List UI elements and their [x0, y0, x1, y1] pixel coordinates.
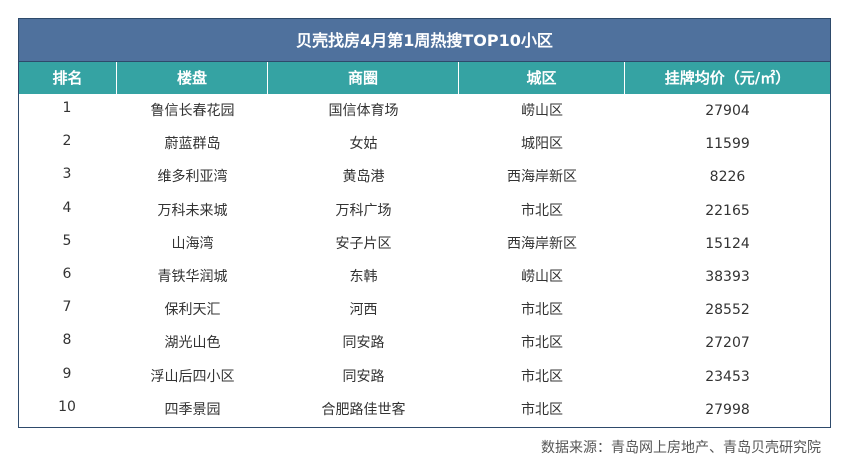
rank-cell: 10	[58, 398, 76, 415]
district-cell: 西海岸新区	[507, 169, 577, 186]
header-business-area: 商圈	[268, 62, 459, 94]
header-price: 挂牌均价（元/㎡）	[664, 69, 791, 87]
district-cell: 城阳区	[521, 136, 563, 153]
table-row: 4 万科未来城 万科广场 市北区 22165	[19, 195, 830, 228]
ranking-table: 贝壳找房4月第1周热搜TOP10小区 排名 楼盘 商圈 城区 挂牌均价（元/㎡）…	[18, 18, 831, 428]
table-row: 2 蔚蓝群岛 女姑 城阳区 11599	[19, 128, 830, 161]
rank-cell: 9	[62, 365, 72, 382]
table-row: 3 维多利亚湾 黄岛港 西海岸新区 8226	[19, 161, 830, 194]
table-body: 1 鲁信长春花园 国信体育场 崂山区 27904 2 蔚蓝群岛 女姑 城阳区 1…	[19, 95, 830, 427]
price-cell: 23453	[705, 368, 750, 385]
header-name: 楼盘	[117, 62, 268, 94]
rank-cell: 1	[62, 100, 72, 116]
name-cell: 保利天汇	[164, 302, 221, 319]
district-cell: 西海岸新区	[507, 235, 577, 252]
business-area-cell: 同安路	[342, 335, 385, 352]
business-area-cell: 女姑	[349, 136, 378, 153]
rank-cell: 4	[62, 199, 72, 216]
district-cell: 崂山区	[521, 268, 563, 285]
rank-cell: 3	[62, 166, 72, 183]
district-cell: 市北区	[521, 368, 563, 385]
table-row: 5 山海湾 安子片区 西海岸新区 15124	[19, 228, 830, 261]
name-cell: 山海湾	[171, 235, 214, 252]
price-cell: 27998	[705, 401, 750, 418]
business-area-cell: 同安路	[342, 368, 385, 385]
price-cell: 11599	[705, 136, 750, 153]
rank-cell: 2	[62, 133, 72, 150]
district-cell: 市北区	[521, 401, 563, 418]
table-title: 贝壳找房4月第1周热搜TOP10小区	[19, 19, 830, 62]
name-cell: 鲁信长春花园	[150, 103, 235, 119]
name-cell: 万科未来城	[157, 202, 228, 219]
table-header-row: 排名 楼盘 商圈 城区 挂牌均价（元/㎡）	[19, 62, 830, 95]
business-area-cell: 东韩	[349, 268, 378, 285]
price-cell: 28552	[705, 302, 750, 319]
name-cell: 青铁华润城	[157, 268, 228, 285]
table-row: 8 湖光山色 同安路 市北区 27207	[19, 327, 830, 360]
rank-cell: 5	[62, 232, 72, 249]
business-area-cell: 合肥路佳世客	[321, 401, 406, 418]
header-district: 城区	[459, 62, 625, 94]
business-area-cell: 黄岛港	[342, 169, 385, 186]
business-area-cell: 国信体育场	[328, 103, 399, 119]
price-cell: 15124	[705, 235, 750, 252]
district-cell: 市北区	[521, 335, 563, 352]
table-row: 7 保利天汇 河西 市北区 28552	[19, 294, 830, 327]
table-row: 9 浮山后四小区 同安路 市北区 23453	[19, 361, 830, 394]
price-cell: 8226	[709, 169, 746, 186]
district-cell: 崂山区	[521, 103, 563, 119]
price-cell: 38393	[705, 268, 750, 285]
name-cell: 浮山后四小区	[150, 368, 235, 385]
business-area-cell: 万科广场	[335, 202, 392, 219]
rank-cell: 6	[62, 265, 72, 282]
price-cell: 27904	[705, 103, 750, 119]
name-cell: 四季景园	[164, 401, 221, 418]
price-cell: 27207	[705, 335, 750, 352]
table-row: 10 四季景园 合肥路佳世客 市北区 27998	[19, 394, 830, 427]
header-rank: 排名	[19, 62, 117, 94]
business-area-cell: 河西	[349, 302, 378, 319]
rank-cell: 8	[62, 332, 72, 349]
name-cell: 湖光山色	[164, 335, 221, 352]
table-row: 6 青铁华润城 东韩 崂山区 38393	[19, 261, 830, 294]
rank-cell: 7	[62, 299, 72, 316]
business-area-cell: 安子片区	[335, 235, 392, 252]
district-cell: 市北区	[521, 302, 563, 319]
table-row: 1 鲁信长春花园 国信体育场 崂山区 27904	[19, 95, 830, 128]
name-cell: 维多利亚湾	[157, 169, 228, 186]
district-cell: 市北区	[521, 202, 563, 219]
data-source-note: 数据来源：青岛网上房地产、青岛贝壳研究院	[541, 440, 821, 456]
name-cell: 蔚蓝群岛	[164, 136, 221, 153]
price-cell: 22165	[705, 202, 750, 219]
